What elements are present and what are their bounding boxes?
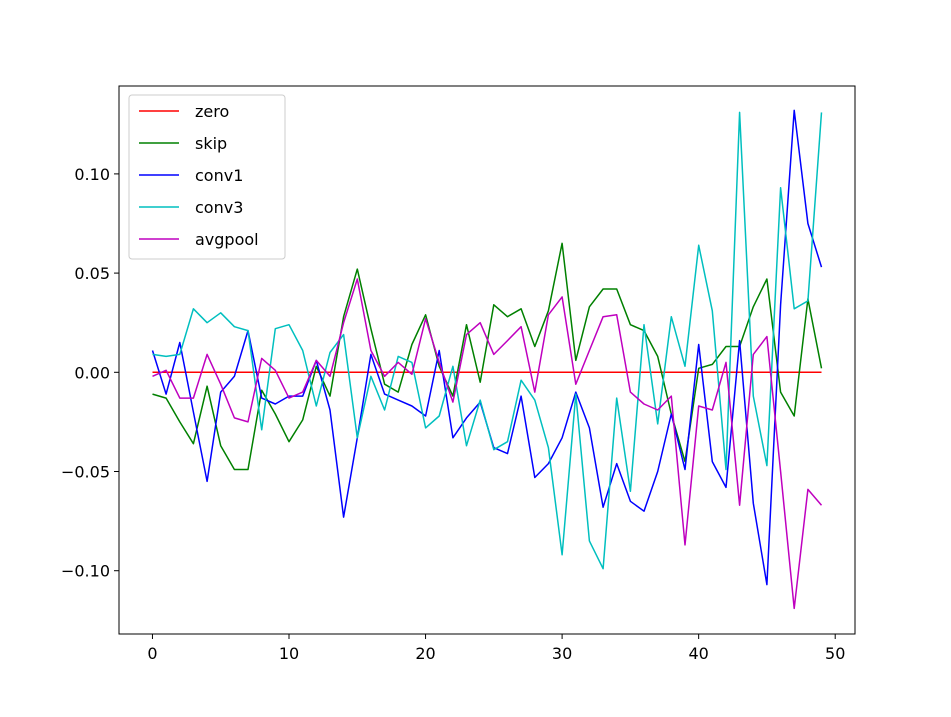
x-tick-label: 30 — [552, 644, 572, 663]
legend-box — [128, 94, 286, 260]
x-tick-label: 40 — [688, 644, 708, 663]
x-tick-label: 20 — [415, 644, 435, 663]
y-tick-label: −0.10 — [61, 562, 110, 581]
y-tick-label: 0.00 — [74, 363, 110, 382]
series-line-skip — [152, 242, 823, 471]
series-layer — [151, 109, 823, 610]
x-tick-label: 50 — [825, 644, 845, 663]
x-tick-label: 10 — [279, 644, 299, 663]
legend-label-zero: zero — [195, 102, 229, 121]
y-tick-label: −0.05 — [61, 463, 110, 482]
series-line-avgpool — [152, 278, 823, 610]
legend-label-avgpool: avgpool — [195, 230, 259, 249]
x-tick-label: 0 — [147, 644, 157, 663]
ticks-layer: 0 10 20 30 40 50 −0.10 −0.05 0.00 0.05 0.10 — [61, 165, 845, 663]
plot-frame — [118, 85, 856, 635]
y-tick-label: 0.05 — [74, 264, 110, 283]
legend: zero skip conv1 conv3 avgpool — [128, 94, 286, 260]
legend-label-skip: skip — [195, 134, 227, 153]
y-tick-label: 0.10 — [74, 165, 110, 184]
series-line-conv3 — [152, 111, 823, 570]
legend-label-conv3: conv3 — [195, 198, 243, 217]
legend-label-conv1: conv1 — [195, 166, 243, 185]
